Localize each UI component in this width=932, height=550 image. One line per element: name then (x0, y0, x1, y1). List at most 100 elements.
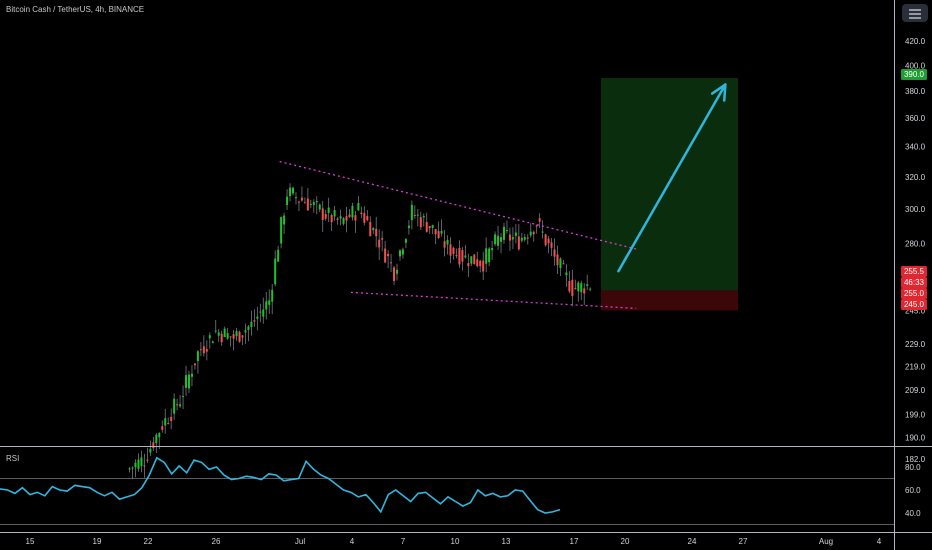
price-tag (901, 288, 927, 299)
candle-body (259, 311, 262, 313)
candle-body (381, 238, 384, 240)
candle-body (229, 336, 232, 338)
candle-body (494, 234, 497, 245)
candle-body (297, 201, 300, 203)
candle-body (235, 331, 238, 337)
candle-body (369, 221, 372, 237)
time-tick-label: 22 (144, 537, 153, 546)
candle-body (303, 202, 306, 204)
rsi-pane (0, 456, 894, 525)
price-tick-label: 420.0 (905, 37, 926, 46)
candle-body (170, 416, 173, 421)
candle-body (396, 269, 399, 274)
candle-body (497, 235, 500, 246)
time-tick-label: 4 (350, 537, 355, 546)
candle-body (443, 241, 446, 248)
candle-body (208, 335, 211, 339)
candle-body (485, 248, 488, 264)
candle-body (452, 247, 455, 254)
price-tag (901, 69, 927, 80)
candle-body (482, 260, 485, 272)
candle-body (541, 231, 544, 233)
time-axis[interactable]: 15 19 22 26 Jul 4 7 10 13 17 20 24 27 Aug 4 (26, 537, 882, 546)
candle-body (187, 374, 190, 389)
candle-body (455, 254, 458, 256)
candle-body (574, 288, 577, 290)
candle-body (553, 249, 556, 257)
candle-body (428, 225, 431, 229)
price-tick-label: 199.0 (905, 410, 926, 419)
candle-body (446, 239, 449, 245)
candle-body (357, 202, 360, 211)
candle-body (410, 204, 413, 221)
candle-body (199, 349, 202, 351)
price-tag (901, 266, 927, 277)
trade-zones (601, 78, 738, 311)
price-axis[interactable]: 182.0 190.0 199.0 209.0 219.0 229.0 245.0 255.0… (905, 14, 926, 464)
candle-body (366, 215, 369, 221)
rsi-tick-label: 60.0 (905, 486, 921, 495)
candle-body (262, 309, 265, 317)
rsi-tick-label: 40.0 (905, 509, 921, 518)
candle-body (306, 198, 309, 211)
candle-body (158, 433, 161, 438)
rsi-axis[interactable]: 40.0 60.0 80.0 (905, 463, 921, 518)
candle-body (434, 229, 437, 235)
candle-body (223, 328, 226, 338)
candle-body (185, 375, 188, 388)
candle-body (416, 214, 419, 216)
candle-body (431, 225, 434, 228)
candle-body (517, 236, 520, 250)
candle-body (179, 404, 182, 407)
price-tag (901, 277, 927, 288)
candle-body (220, 333, 223, 343)
candle-body (152, 442, 155, 449)
candle-body (250, 321, 253, 328)
candle-body (232, 334, 235, 339)
price-tick-label: 209.0 (905, 386, 926, 395)
candle-body (505, 230, 508, 232)
time-tick-label: 10 (451, 537, 460, 546)
candle-body (289, 187, 292, 197)
candle-body (265, 301, 268, 310)
candle-body (413, 215, 416, 217)
candle-body (449, 244, 452, 256)
time-tick-label: 26 (212, 537, 221, 546)
price-tags: 390.0 255.5 46:33 255.0 245.0 (901, 69, 927, 310)
candle-body (211, 341, 214, 344)
candle-body (511, 237, 514, 240)
menu-icon[interactable] (902, 4, 928, 22)
candle-body (283, 215, 286, 225)
candle-body (167, 423, 170, 425)
candle-body (393, 267, 396, 282)
candle-body (312, 202, 315, 205)
candle-body (404, 239, 407, 243)
candle-body (586, 284, 589, 286)
price-tag-label: 390.0 (904, 70, 925, 79)
candle-body (196, 351, 199, 362)
candle-body (253, 320, 256, 322)
candle-body (277, 249, 280, 262)
candle-body (309, 204, 312, 206)
candle-body (461, 250, 464, 262)
candle-body (523, 237, 526, 240)
candle-body (324, 213, 327, 219)
candle-body (360, 212, 363, 215)
time-tick-label: 24 (688, 537, 697, 546)
candle-body (550, 242, 553, 248)
candle-body (580, 283, 583, 293)
price-tick-label: 340.0 (905, 143, 926, 152)
time-tick-label: 17 (570, 537, 579, 546)
candle-body (271, 289, 274, 302)
candle-body (547, 238, 550, 244)
candle-body (488, 248, 491, 263)
candle-body (571, 279, 574, 297)
price-tick-label: 229.0 (905, 340, 926, 349)
candle-body (508, 234, 511, 241)
candle-body (336, 218, 339, 220)
candle-body (407, 225, 410, 229)
candle-body (375, 228, 378, 237)
projection-arrow (617, 83, 727, 273)
candle-body (280, 217, 283, 244)
